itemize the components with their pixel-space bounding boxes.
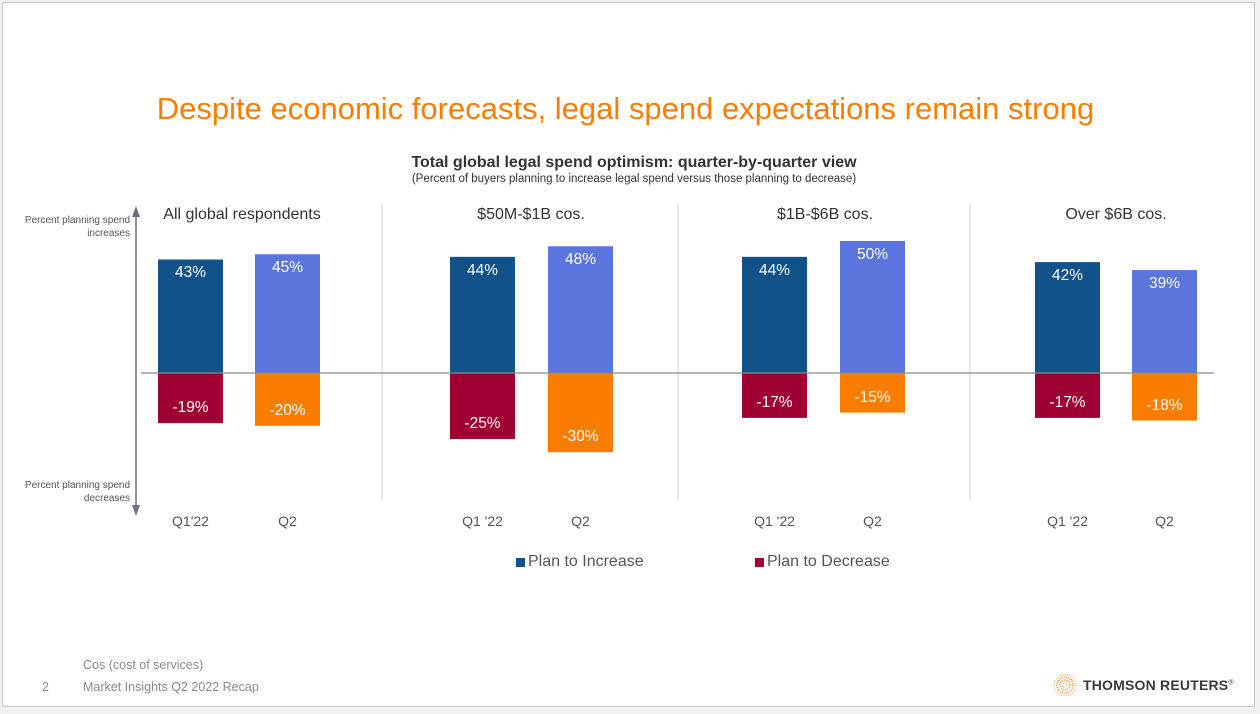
data-label-increase: 39%: [1148, 275, 1181, 293]
x-tick-label: Q2: [1155, 513, 1174, 529]
slide-title: Despite economic forecasts, legal spend …: [156, 91, 1095, 126]
x-tick-label: Q1'22: [172, 513, 209, 529]
bar-increase: [840, 241, 905, 373]
chart-subtitle: (Percent of buyers planning to increase …: [411, 173, 857, 185]
legend-label-increase: Plan to Increase: [528, 553, 644, 570]
bar-decrease: [742, 373, 807, 418]
bar-increase: [1132, 270, 1197, 373]
data-label-increase: 43%: [174, 264, 207, 282]
x-tick-label: Q1 '22: [1047, 513, 1088, 529]
bar-increase: [1035, 262, 1100, 373]
legend-label-decrease: Plan to Decrease: [767, 553, 890, 570]
x-tick-label: Q2: [863, 513, 882, 529]
group-title: $50M-$1B cos.: [477, 206, 585, 223]
data-label-decrease: -25%: [464, 415, 501, 432]
data-label-increase: 44%: [758, 261, 791, 279]
bar-increase: [742, 256, 807, 373]
bar-increase: [548, 246, 613, 373]
logo-text: THOMSON REUTERS: [1083, 677, 1229, 693]
data-label-decrease: -18%: [1146, 396, 1183, 414]
data-label-decrease: -20%: [269, 401, 306, 419]
group-title: $1B-$6B cos.: [776, 206, 874, 223]
data-label-decrease: -15%: [854, 388, 891, 406]
legend-item-increase: Plan to Increase: [516, 553, 644, 571]
footer-text: Market Insights Q2 2022 Recap: [83, 680, 259, 694]
registered-mark: ®: [1228, 679, 1234, 687]
data-label-increase: 42%: [1051, 267, 1084, 285]
chart-title: Total global legal spend optimism: quart…: [411, 154, 857, 171]
bar-increase: [158, 259, 223, 373]
data-label-decrease: -17%: [756, 393, 793, 411]
bar-decrease: [450, 373, 515, 439]
data-label-decrease: -30%: [562, 428, 599, 446]
data-label-increase: 44%: [466, 261, 499, 279]
legend-item-decrease: Plan to Decrease: [755, 553, 890, 571]
data-label-increase: 45%: [271, 259, 304, 277]
bar-decrease: [548, 373, 613, 453]
bar-decrease: [1132, 373, 1197, 421]
x-tick-label: Q1 '22: [754, 513, 795, 529]
thomson-reuters-logo: THOMSON REUTERS®: [1053, 673, 1234, 697]
group-title: All global respondents: [163, 206, 321, 223]
bar-increase: [450, 256, 515, 373]
arrow-down-icon: [132, 505, 140, 516]
axis-label-increases: Percent planning spend increases: [24, 215, 130, 239]
group-title: Over $6B cos.: [1065, 206, 1167, 223]
bar-decrease: [1035, 373, 1100, 418]
x-tick-label: Q1 '22: [462, 513, 503, 529]
reuters-dot-logo-icon: [1053, 673, 1077, 697]
x-tick-label: Q2: [571, 513, 590, 529]
arrow-up-icon: [132, 206, 140, 217]
bar-decrease: [255, 373, 320, 426]
bar-decrease: [840, 373, 905, 413]
bar-decrease: [158, 373, 223, 424]
legend-swatch-increase: [516, 557, 525, 567]
x-tick-label: Q2: [278, 513, 297, 529]
data-label-decrease: -17%: [1049, 393, 1086, 411]
data-label-increase: 48%: [564, 251, 597, 269]
page-number: 2: [42, 680, 49, 694]
data-label-decrease: -19%: [172, 399, 209, 417]
axis-label-decreases: Percent planning spend decreases: [24, 480, 130, 504]
legend-swatch-decrease: [755, 557, 764, 567]
data-label-increase: 50%: [856, 246, 889, 263]
footnote: Cos (cost of services): [83, 658, 204, 672]
bar-increase: [255, 254, 320, 373]
